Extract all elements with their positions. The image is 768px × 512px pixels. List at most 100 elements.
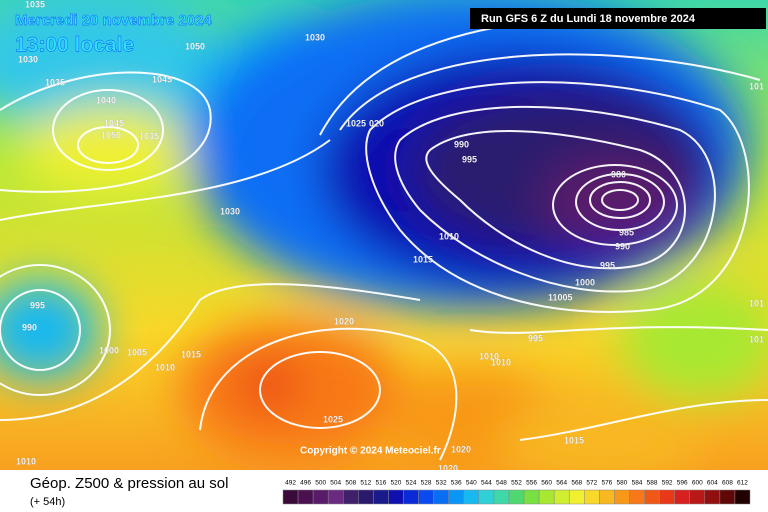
- isobars: [0, 16, 768, 461]
- colorbar-label: 516: [375, 480, 386, 487]
- isobar-label: 11005: [548, 292, 573, 302]
- isobar-label: 980: [611, 169, 626, 179]
- colorbar-label: 612: [737, 480, 748, 487]
- colorbar-label: 544: [481, 480, 492, 487]
- isobar-label: 1010: [155, 362, 175, 372]
- colorbar-swatch: [493, 489, 510, 505]
- isobar-label: 1020: [334, 316, 354, 326]
- isobar-label: 101: [749, 298, 764, 308]
- colorbar-swatch: [704, 489, 721, 505]
- footer-title: Géop. Z500 & pression au sol: [30, 475, 228, 492]
- isobar-label: 101: [749, 334, 764, 344]
- isobar-label: 995: [528, 333, 543, 343]
- colorbar-swatch: [568, 489, 585, 505]
- colorbar-label: 496: [300, 480, 311, 487]
- isobar-label: 1000: [99, 345, 119, 355]
- isobar-label: 995: [600, 260, 615, 270]
- colorbar-label: 552: [511, 480, 522, 487]
- colorbar-swatch: [297, 489, 314, 505]
- isobar-label: 1030: [220, 206, 240, 216]
- colorbar-label: 524: [406, 480, 417, 487]
- colorbar-label: 584: [632, 480, 643, 487]
- colorbar-swatch: [508, 489, 525, 505]
- footer-lead: (+ 54h): [30, 496, 65, 508]
- isobar-label: 990: [615, 241, 630, 251]
- isobar-label: 1030: [18, 54, 38, 64]
- isobar-label: 1025: [323, 414, 343, 424]
- forecast-date: Mercredi 20 novembre 2024: [15, 12, 212, 29]
- colorbar: 492 496 500 504 508 512 516 520 524 528 532 536 540 5…: [282, 480, 751, 505]
- colorbar-label: 536: [451, 480, 462, 487]
- colorbar-swatch: [327, 489, 344, 505]
- colorbar-label: 508: [345, 480, 356, 487]
- isobar-label: 1035: [25, 0, 45, 9]
- isobar-label: 1005: [127, 347, 147, 357]
- isobar-label: 1000: [575, 277, 595, 287]
- isobar-label: 1045: [152, 74, 172, 84]
- colorbar-swatch: [312, 489, 329, 505]
- isobar-label: 1010: [491, 357, 511, 367]
- isobar-label: 1040: [96, 95, 116, 105]
- colorbar-label: 608: [722, 480, 733, 487]
- colorbar-label: 568: [571, 480, 582, 487]
- colorbar-label: 548: [496, 480, 507, 487]
- colorbar-swatch: [418, 489, 434, 505]
- colorbar-label: 604: [707, 480, 718, 487]
- colorbar-label: 576: [601, 480, 612, 487]
- colorbar-label: 520: [391, 480, 402, 487]
- isobar-label: 995: [30, 300, 45, 310]
- colorbar-swatch: [433, 489, 449, 505]
- isobar-label: 1010: [16, 456, 36, 466]
- colorbar-swatch: [388, 489, 404, 505]
- isobar-label: 990: [454, 139, 469, 149]
- isobar-label: 1010: [439, 231, 459, 241]
- colorbar-swatch: [463, 489, 480, 505]
- colorbar-swatch: [689, 489, 706, 505]
- isobar-label: 1020: [451, 444, 471, 454]
- colorbar-label: 512: [360, 480, 371, 487]
- isobar-label: 1035: [45, 77, 65, 87]
- colorbar-swatch: [358, 489, 374, 505]
- colorbar-label: 572: [586, 480, 597, 487]
- isobar-label: 1035: [139, 131, 159, 141]
- colorbar-label: 540: [466, 480, 477, 487]
- colorbar-swatch: [553, 489, 570, 505]
- forecast-time: 13:00 locale: [15, 34, 134, 57]
- isobar-label: 1030: [305, 32, 325, 42]
- colorbar-swatch: [282, 489, 299, 505]
- colorbar-label: 504: [330, 480, 341, 487]
- isobar-labels: 1035 1030 1050 1030 1035 1045 1040 1045 1050 1035…: [16, 0, 764, 474]
- isobar-label: 020: [369, 118, 384, 128]
- isobar-label: 1020: [438, 463, 458, 473]
- isobar-label: 1050: [101, 130, 121, 140]
- colorbar-label: 580: [617, 480, 628, 487]
- colorbar-swatch: [448, 489, 465, 505]
- colorbar-swatch: [719, 489, 736, 505]
- colorbar-label: 560: [541, 480, 552, 487]
- colorbar-swatch: [343, 489, 359, 505]
- colorbar-swatch: [523, 489, 540, 505]
- colorbar-swatch: [478, 489, 495, 505]
- isobar-label: 990: [22, 322, 37, 332]
- run-info: Run GFS 6 Z du Lundi 18 novembre 2024: [481, 13, 696, 25]
- colorbar-swatch: [599, 489, 615, 505]
- colorbar-swatch: [403, 489, 419, 505]
- colorbar-swatch: [734, 489, 751, 505]
- isobar-label: 1025: [346, 118, 366, 128]
- colorbar-label: 556: [526, 480, 537, 487]
- colorbar-swatch: [659, 489, 675, 505]
- colorbar-swatch: [373, 489, 389, 505]
- isobar-label: 1015: [564, 435, 584, 445]
- colorbar-label: 596: [677, 480, 688, 487]
- colorbar-label: 528: [421, 480, 432, 487]
- isobar-label: 985: [619, 227, 634, 237]
- isobar-label: 1010: [479, 351, 499, 361]
- run-box: [470, 8, 766, 29]
- isobar-label: 1015: [181, 349, 201, 359]
- isobar-label: 1015: [413, 254, 433, 264]
- isobar-label: 101: [749, 81, 764, 91]
- colorbar-swatch: [644, 489, 660, 505]
- colorbar-label: 564: [556, 480, 567, 487]
